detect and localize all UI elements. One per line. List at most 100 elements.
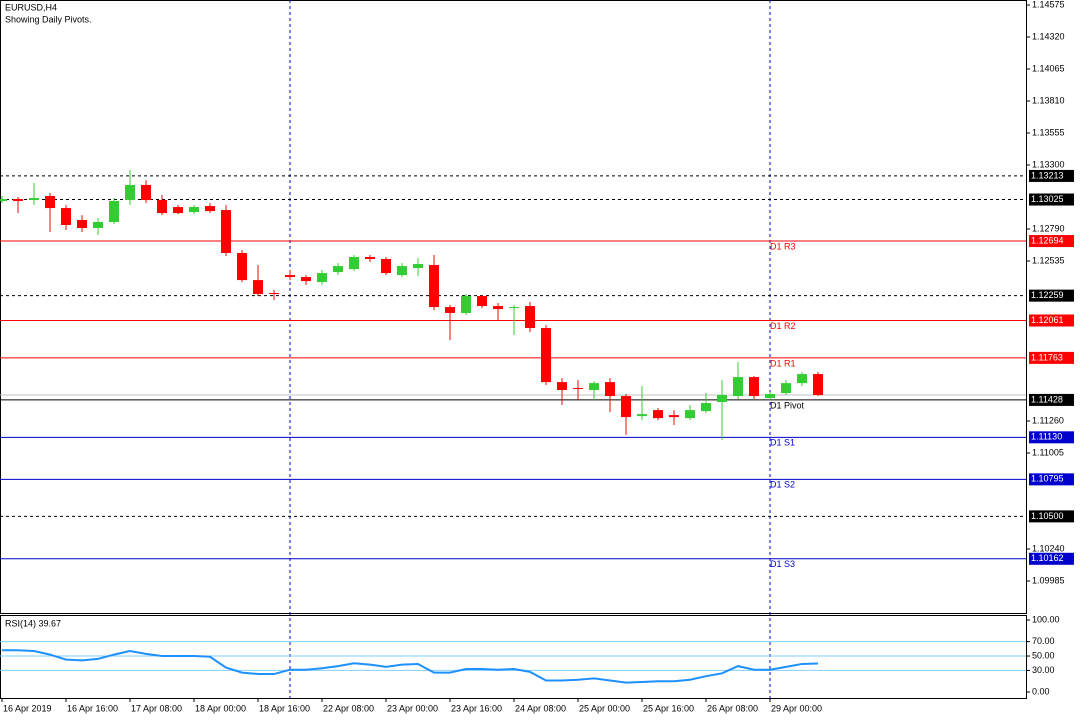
level-price-box bbox=[1029, 193, 1074, 206]
y-tick-label: 30.00 bbox=[1032, 665, 1055, 675]
candle-body bbox=[461, 296, 471, 313]
level-price-box bbox=[1029, 552, 1074, 565]
candle-body bbox=[781, 383, 791, 394]
y-tick-label: 1.14065 bbox=[1032, 63, 1065, 73]
level-price-label: 1.13025 bbox=[1031, 194, 1064, 204]
y-tick-label: 1.10240 bbox=[1032, 543, 1065, 553]
x-tick-label: 22 Apr 08:00 bbox=[323, 703, 374, 713]
level-price-label: 1.10795 bbox=[1031, 474, 1064, 484]
level-price-label: 1.10162 bbox=[1031, 553, 1064, 563]
level-price-box bbox=[1029, 235, 1074, 248]
level-price-box bbox=[1029, 473, 1074, 486]
candle-body bbox=[333, 266, 343, 273]
candle-body bbox=[13, 199, 23, 202]
candle-body bbox=[61, 208, 71, 225]
candle-body bbox=[269, 293, 279, 295]
candle-body bbox=[717, 395, 727, 403]
y-tick-label: 1.12790 bbox=[1032, 223, 1065, 233]
level-price-label: 1.13213 bbox=[1031, 170, 1064, 180]
candle-body bbox=[301, 277, 311, 282]
candle-body bbox=[0, 199, 7, 202]
candle-body bbox=[189, 207, 199, 213]
candle-body bbox=[109, 201, 119, 222]
candle-body bbox=[509, 307, 519, 309]
x-tick-label: 25 Apr 16:00 bbox=[643, 703, 694, 713]
candle-body bbox=[77, 219, 87, 229]
level-price-label: 1.12061 bbox=[1031, 315, 1064, 325]
x-tick-label: 23 Apr 00:00 bbox=[387, 703, 438, 713]
candle-body bbox=[93, 221, 103, 229]
candle-body bbox=[493, 306, 503, 310]
x-tick-label: 29 Apr 00:00 bbox=[771, 703, 822, 713]
candle-body bbox=[653, 410, 663, 419]
x-tick-label: 18 Apr 00:00 bbox=[195, 703, 246, 713]
level-price-box bbox=[1029, 431, 1074, 444]
y-tick-label: 70.00 bbox=[1032, 636, 1055, 646]
candle-body bbox=[29, 198, 39, 201]
level-price-label: 1.12259 bbox=[1031, 290, 1064, 300]
candle-body bbox=[765, 394, 775, 399]
level-price-box bbox=[1029, 510, 1074, 523]
candle-body bbox=[749, 377, 759, 397]
candle-body bbox=[45, 196, 55, 209]
level-price-box bbox=[1029, 289, 1074, 302]
candle-body bbox=[157, 200, 167, 214]
candle-body bbox=[285, 275, 295, 278]
candle-body bbox=[733, 377, 743, 397]
y-tick-label: 1.13300 bbox=[1032, 159, 1065, 169]
x-tick-label: 16 Apr 2019 bbox=[3, 703, 52, 713]
y-tick-label: 1.12535 bbox=[1032, 255, 1065, 265]
level-name: D1 R1 bbox=[770, 358, 796, 368]
candle-body bbox=[797, 374, 807, 384]
x-tick-label: 16 Apr 16:00 bbox=[67, 703, 118, 713]
candle-body bbox=[573, 388, 583, 390]
level-price-label: 1.10500 bbox=[1031, 511, 1064, 521]
candle-body bbox=[205, 206, 215, 212]
candle-body bbox=[173, 207, 183, 214]
candle-body bbox=[413, 264, 423, 269]
candle-body bbox=[237, 252, 247, 281]
candle-body bbox=[365, 256, 375, 260]
candle-body bbox=[381, 259, 391, 274]
level-name: D1 R3 bbox=[770, 241, 796, 251]
y-tick-label: 50.00 bbox=[1032, 650, 1055, 660]
level-price-label: 1.12694 bbox=[1031, 235, 1064, 245]
x-tick-label: 26 Apr 08:00 bbox=[707, 703, 758, 713]
chart-subtitle: Showing Daily Pivots. bbox=[5, 14, 92, 24]
x-tick-label: 18 Apr 16:00 bbox=[259, 703, 310, 713]
level-name: D1 S2 bbox=[770, 480, 795, 490]
level-price-label: 1.11130 bbox=[1031, 432, 1062, 442]
level-price-box bbox=[1029, 314, 1074, 327]
candle-body bbox=[141, 184, 151, 201]
level-name: D1 S3 bbox=[770, 559, 795, 569]
y-tick-label: 0.00 bbox=[1032, 686, 1050, 696]
candle-body bbox=[637, 414, 647, 417]
level-name: D1 R2 bbox=[770, 321, 796, 331]
candle-body bbox=[685, 410, 695, 419]
candle-body bbox=[589, 383, 599, 391]
candle-body bbox=[557, 382, 567, 391]
x-tick-label: 24 Apr 08:00 bbox=[515, 703, 566, 713]
y-tick-label: 1.09985 bbox=[1032, 575, 1065, 585]
y-tick-label: 1.14575 bbox=[1032, 0, 1065, 9]
x-tick-label: 17 Apr 08:00 bbox=[131, 703, 182, 713]
candle-body bbox=[253, 280, 263, 295]
level-price-box bbox=[1029, 393, 1074, 406]
y-tick-label: 1.11260 bbox=[1032, 415, 1064, 425]
level-name: D1 S1 bbox=[770, 438, 795, 448]
candle-body bbox=[621, 396, 631, 418]
candle-body bbox=[429, 265, 439, 308]
candle-body bbox=[317, 273, 327, 283]
candle-body bbox=[605, 382, 615, 397]
y-tick-label: 1.14320 bbox=[1032, 31, 1065, 41]
candle-body bbox=[349, 256, 359, 270]
main-frame bbox=[0, 0, 1027, 614]
y-tick-label: 1.11005 bbox=[1032, 447, 1064, 457]
candle-body bbox=[541, 328, 551, 383]
level-price-label: 1.11763 bbox=[1031, 352, 1063, 362]
y-tick-label: 1.13810 bbox=[1032, 95, 1065, 105]
candle-body bbox=[701, 403, 711, 412]
rsi-line bbox=[2, 649, 819, 684]
chart-title: EURUSD,H4 bbox=[5, 2, 57, 12]
